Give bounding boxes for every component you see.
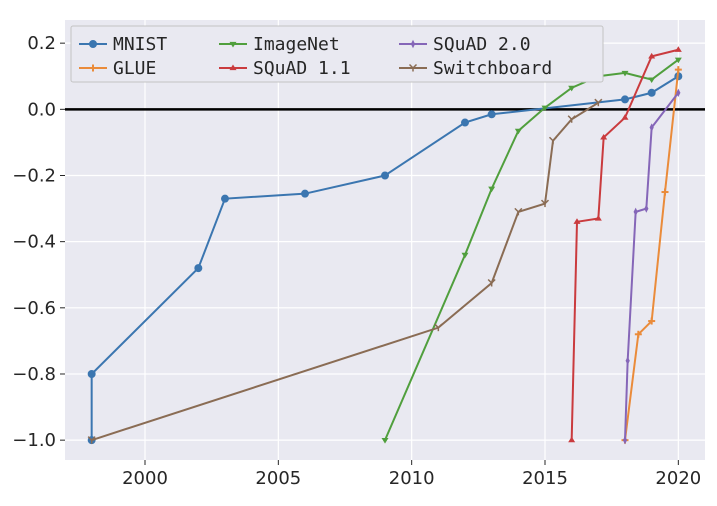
marker	[382, 172, 389, 179]
plot-area	[65, 20, 705, 460]
marker	[90, 41, 97, 48]
tick-label-y: −0.6	[12, 298, 56, 319]
tick-label-x: 2000	[122, 468, 168, 489]
chart-container: 2000 2005 2010 2015 2020 −1.0 −0.8 −0.6 −0.4 −0.2…	[0, 0, 717, 506]
legend-label: SQuAD 2.0	[433, 34, 531, 55]
legend-label: MNIST	[113, 34, 167, 55]
tick-label-y: 0.0	[27, 99, 56, 120]
tick-label-y: −0.2	[12, 165, 56, 186]
legend-label: ImageNet	[253, 34, 340, 55]
marker	[222, 195, 229, 202]
tick-label-x: 2005	[255, 468, 301, 489]
legend: MNIST GLUE ImageNet SQuAD 1.1 SQuAD 2.0 Switc…	[71, 26, 603, 82]
tick-label-y: 0.2	[27, 33, 56, 54]
legend-label: Switchboard	[433, 58, 552, 79]
marker	[195, 265, 202, 272]
legend-label: SQuAD 1.1	[253, 58, 351, 79]
legend-label: GLUE	[113, 58, 156, 79]
tick-label-y: −1.0	[12, 430, 56, 451]
marker	[488, 111, 495, 118]
marker	[302, 190, 309, 197]
marker	[462, 119, 469, 126]
chart-svg: 2000 2005 2010 2015 2020 −1.0 −0.8 −0.6 −0.4 −0.2…	[0, 0, 717, 506]
tick-label-x: 2010	[389, 468, 435, 489]
tick-label-y: −0.8	[12, 364, 56, 385]
marker	[622, 96, 629, 103]
tick-label-y: −0.4	[12, 232, 56, 253]
marker	[88, 370, 95, 377]
marker	[648, 89, 655, 96]
tick-label-x: 2015	[522, 468, 568, 489]
tick-label-x: 2020	[655, 468, 701, 489]
